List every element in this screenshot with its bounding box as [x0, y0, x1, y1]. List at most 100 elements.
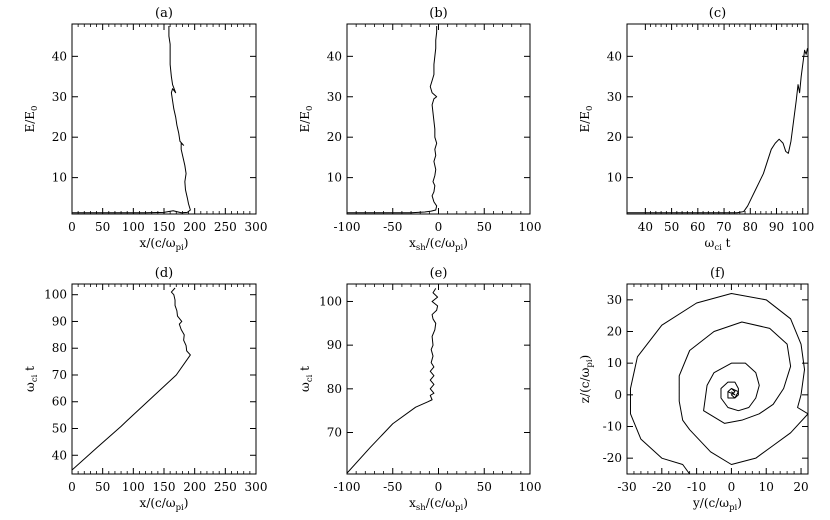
panel-a-x-tick-label: 300	[245, 220, 268, 234]
panel-b-y-tick-label: 40	[327, 49, 342, 63]
panel-b-frame	[346, 23, 531, 215]
panel-f-x-tick-label: -10	[687, 480, 706, 494]
panel-f-x-tick-label: 10	[759, 480, 774, 494]
panel-a-y-tick-label: 40	[52, 49, 67, 63]
panel-b-series-line-0	[347, 26, 438, 214]
panel-c-x-axis-label: ωci t	[705, 236, 731, 253]
panel-f-x-tick-label: 0	[728, 480, 736, 494]
panel-a-x-tick-label: 100	[122, 220, 145, 234]
panel-b-y-axis-label: E/E0	[298, 106, 315, 133]
panel-d-y-tick-label: 70	[52, 368, 67, 382]
panel-e-x-axis-label: xsh/(c/ωpi)	[409, 496, 468, 513]
panel-c-x-tick-label: 90	[769, 220, 784, 234]
panel-a: 0 50 100 150 200 250 300 10 20 30 40 (a) x/(c/ωpi) E/…	[23, 6, 267, 253]
panel-b: -100 -50 0 50 100 10 20 30 40 (b) xsh/(c/ωpi) E/E0	[298, 6, 541, 253]
panel-b-x-tick-label: -50	[383, 220, 402, 234]
panel-e-x-tick-label: 100	[519, 480, 542, 494]
panel-e-y-tick-label: 70	[327, 426, 342, 440]
panel-d-y-tick-label: 80	[52, 341, 67, 355]
panel-b-y-tick-label: 20	[327, 130, 342, 144]
panel-d-series-line-0	[72, 287, 191, 471]
panel-e-x-tick-label: 50	[477, 480, 492, 494]
panel-f-x-tick-label: -20	[652, 480, 671, 494]
panel-a-y-tick-label: 30	[52, 90, 67, 104]
panel-a-x-tick-label: 250	[214, 220, 237, 234]
panel-d-y-tick-label: 60	[52, 395, 67, 409]
panel-c-x-tick-label: 70	[716, 220, 731, 234]
panel-c-series-line-0	[627, 48, 808, 214]
panel-c-y-tick-label: 30	[607, 90, 622, 104]
panel-e-series-line-0	[347, 288, 439, 474]
panel-d-x-tick-label: 0	[68, 480, 76, 494]
panel-f-y-axis-label: z/(c/ωpi)	[578, 355, 595, 403]
panel-b-y-tick-label: 10	[327, 171, 342, 185]
panel-d-x-tick-label: 250	[214, 480, 237, 494]
panel-a-y-tick-label: 10	[52, 171, 67, 185]
panel-c-title: (c)	[709, 6, 726, 21]
panel-f-frame	[626, 283, 809, 475]
panel-c-x-tick-label: 50	[664, 220, 679, 234]
panel-d-x-tick-label: 200	[183, 480, 206, 494]
panel-a-series-line-0	[72, 26, 191, 214]
panel-f-y-tick-label: 30	[607, 293, 622, 307]
panel-d-title: (d)	[155, 266, 173, 281]
panel-b-title: (b)	[429, 6, 447, 21]
panel-e-y-tick-label: 80	[327, 382, 342, 396]
panel-f: -30 -20 -10 0 10 20 -20 -10 0 10 20 30 (f) y/(c/ωpi) z…	[578, 266, 809, 513]
panel-c-frame	[626, 23, 809, 215]
panel-a-y-axis-label: E/E0	[23, 106, 40, 133]
panel-e-x-tick-label: 0	[435, 480, 443, 494]
panel-e-y-tick-label: 100	[319, 294, 342, 308]
panel-c-y-tick-label: 10	[607, 171, 622, 185]
panel-f-y-tick-label: -10	[603, 420, 622, 434]
panel-a-frame	[71, 23, 257, 215]
panel-d-x-axis-label: x/(c/ωpi)	[140, 496, 189, 513]
panel-a-x-tick-label: 150	[153, 220, 176, 234]
panel-f-y-tick-label: 10	[607, 356, 622, 370]
panel-a-x-tick-label: 50	[95, 220, 110, 234]
panel-d-y-tick-label: 50	[52, 422, 67, 436]
panel-d-y-tick-label: 40	[52, 448, 67, 462]
panel-e: -100 -50 0 50 100 70 80 90 100 (e) xsh/(c/ωpi) ωci …	[298, 266, 541, 513]
panel-b-x-tick-label: 100	[519, 220, 542, 234]
panel-a-y-tick-label: 20	[52, 130, 67, 144]
panel-c-x-tick-label: 80	[743, 220, 758, 234]
panel-b-x-axis-label: xsh/(c/ωpi)	[409, 236, 468, 253]
panel-d-y-tick-label: 90	[52, 314, 67, 328]
panel-a-x-axis-label: x/(c/ωpi)	[140, 236, 189, 253]
panel-f-x-axis-label: y/(c/ωpi)	[692, 496, 742, 513]
panel-d-y-axis-label: ωci t	[23, 366, 40, 392]
panel-f-y-tick-label: 20	[607, 325, 622, 339]
panel-d-x-tick-label: 150	[153, 480, 176, 494]
panel-e-x-tick-label: -100	[334, 480, 361, 494]
panel-e-title: (e)	[430, 266, 448, 281]
panel-c-x-tick-label: 40	[638, 220, 653, 234]
panel-f-title: (f)	[710, 266, 725, 281]
panel-d-y-tick-label: 100	[44, 288, 67, 302]
panel-e-y-axis-label: ωci t	[298, 366, 315, 392]
panel-f-series-line-0	[629, 293, 808, 474]
panel-f-y-tick-label: -20	[603, 451, 622, 465]
panel-e-frame	[346, 283, 531, 475]
panel-d: 0 50 100 150 200 250 300 40 50 60 70 80 90 100 (d) x/(c…	[23, 266, 267, 513]
panel-c-x-tick-label: 100	[791, 220, 814, 234]
panel-d-x-tick-label: 100	[122, 480, 145, 494]
panel-f-x-tick-label: -30	[617, 480, 636, 494]
panel-d-x-tick-label: 300	[245, 480, 268, 494]
panel-a-x-tick-label: 200	[183, 220, 206, 234]
panel-b-x-tick-label: -100	[334, 220, 361, 234]
panel-c-y-axis-label: E/E0	[578, 106, 595, 133]
panel-c-y-tick-label: 20	[607, 130, 622, 144]
panel-b-x-tick-label: 0	[435, 220, 443, 234]
panel-e-y-tick-label: 90	[327, 338, 342, 352]
panel-b-y-tick-label: 30	[327, 90, 342, 104]
panel-c: 40 50 60 70 80 90 100 10 20 30 40 (c) ωci t E/E0	[578, 6, 814, 253]
panel-b-x-tick-label: 50	[477, 220, 492, 234]
panel-a-title: (a)	[155, 6, 173, 21]
panel-a-x-tick-label: 0	[68, 220, 76, 234]
panel-f-y-tick-label: 0	[614, 388, 622, 402]
panel-d-x-tick-label: 50	[95, 480, 110, 494]
panel-c-y-tick-label: 40	[607, 49, 622, 63]
panel-c-x-tick-label: 60	[690, 220, 705, 234]
